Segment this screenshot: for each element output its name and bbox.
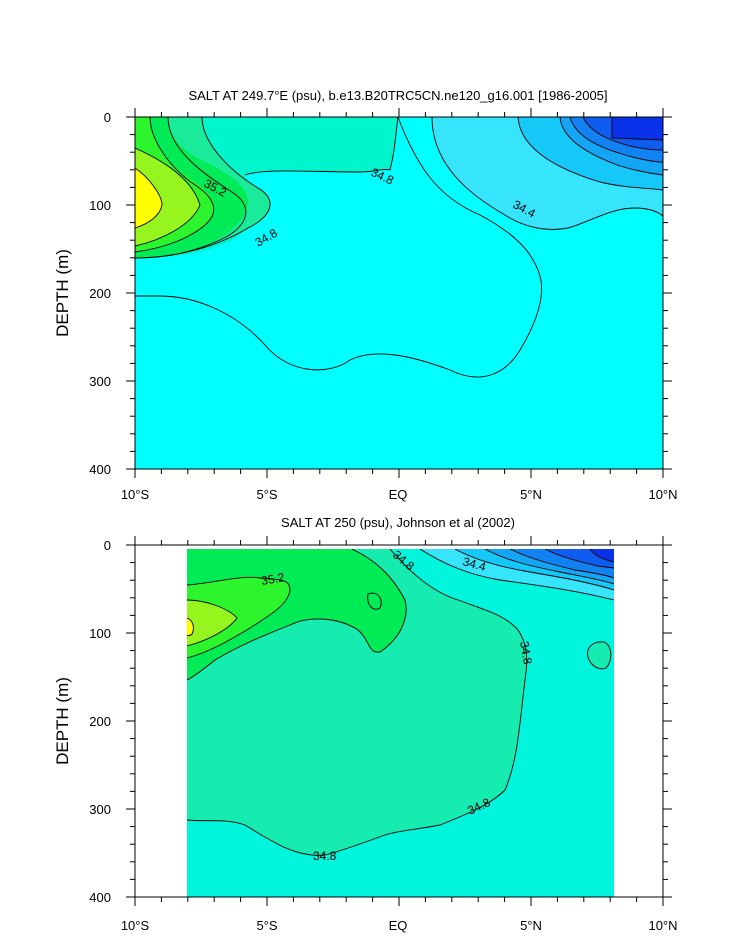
salinity-region-35.4 xyxy=(135,168,162,228)
contour-line xyxy=(544,549,614,569)
axis-ticks xyxy=(126,536,672,906)
contour-label: 34.8 xyxy=(313,849,337,863)
panel-top: SALT AT 249.7°E (psu), b.e13.B20TRC5CN.n… xyxy=(53,88,678,502)
contour-line xyxy=(419,549,614,601)
y-tick-label: 300 xyxy=(89,374,111,389)
contour-line xyxy=(559,117,663,176)
x-tick-label: 5°S xyxy=(256,487,277,502)
contour-line xyxy=(135,147,201,247)
contour-lines-bottom xyxy=(187,549,614,856)
x-tick-label: 5°S xyxy=(256,918,277,933)
contour-line xyxy=(517,117,663,191)
x-tick-label: 5°N xyxy=(520,487,542,502)
x-tick-label: EQ xyxy=(389,487,408,502)
contour-line xyxy=(187,549,528,856)
contour-line xyxy=(367,592,382,610)
salinity-region-35.2 xyxy=(187,577,290,658)
y-axis-labels: 0 100 200 300 400 xyxy=(89,538,111,905)
y-tick-label: 300 xyxy=(89,802,111,817)
y-tick-label: 200 xyxy=(89,286,111,301)
x-tick-label: EQ xyxy=(389,918,408,933)
contour-fill-bottom xyxy=(187,549,614,897)
contour-label: 34.4 xyxy=(461,554,487,574)
contour-line xyxy=(187,576,291,659)
contour-label: 34.8 xyxy=(517,640,535,666)
contour-line xyxy=(135,117,247,259)
y-tick-label: 0 xyxy=(104,538,111,553)
contour-line xyxy=(244,117,399,176)
contour-line xyxy=(135,167,163,229)
x-tick-label: 10°S xyxy=(121,487,150,502)
contour-line xyxy=(135,117,215,253)
contour-line xyxy=(454,549,614,591)
salinity-region-34.0 xyxy=(612,117,663,140)
y-axis-title: DEPTH (m) xyxy=(53,249,72,337)
y-tick-label: 0 xyxy=(104,110,111,125)
contour-line xyxy=(509,549,614,579)
chart-title: SALT AT 250 (psu), Johnson et al (2002) xyxy=(281,515,515,530)
x-axis-labels: 10°S 5°S EQ 5°N 10°N xyxy=(121,918,678,933)
contour-line xyxy=(611,117,663,141)
salinity-region-35.3 xyxy=(187,600,237,646)
y-tick-label: 200 xyxy=(89,714,111,729)
salinity-region-35.3 xyxy=(135,148,200,246)
x-tick-label: 10°S xyxy=(121,918,150,933)
salinity-region-35.0 xyxy=(367,593,382,610)
y-axis-labels: 0 100 200 300 400 xyxy=(89,110,111,477)
salinity-region-34.8 xyxy=(587,641,611,669)
contour-label: 35.2 xyxy=(260,570,286,588)
salinity-region-34.0 xyxy=(590,549,614,562)
contour-lines-top xyxy=(135,117,663,378)
panel-bottom: SALT AT 250 (psu), Johnson et al (2002) xyxy=(53,515,678,933)
contour-fill-top xyxy=(135,117,663,469)
x-tick-label: 10°N xyxy=(648,487,677,502)
chart-title: SALT AT 249.7°E (psu), b.e13.B20TRC5CN.n… xyxy=(188,88,607,103)
axis-ticks xyxy=(126,108,672,478)
contour-line xyxy=(187,549,407,681)
contour-line xyxy=(587,641,612,670)
y-tick-label: 100 xyxy=(89,198,111,213)
y-tick-label: 400 xyxy=(89,890,111,905)
contour-line xyxy=(431,117,663,230)
contour-line xyxy=(582,117,663,151)
contour-line xyxy=(569,117,663,163)
contour-line xyxy=(187,617,194,637)
contour-line xyxy=(135,117,271,259)
x-tick-label: 5°N xyxy=(520,918,542,933)
contour-line xyxy=(135,117,543,378)
y-tick-label: 100 xyxy=(89,626,111,641)
y-axis-title: DEPTH (m) xyxy=(53,677,72,765)
y-tick-label: 400 xyxy=(89,462,111,477)
contour-line xyxy=(187,599,238,647)
x-axis-labels: 10°S 5°S EQ 5°N 10°N xyxy=(121,487,678,502)
x-tick-label: 10°N xyxy=(648,918,677,933)
contour-line xyxy=(589,549,614,563)
contour-line xyxy=(484,549,614,585)
